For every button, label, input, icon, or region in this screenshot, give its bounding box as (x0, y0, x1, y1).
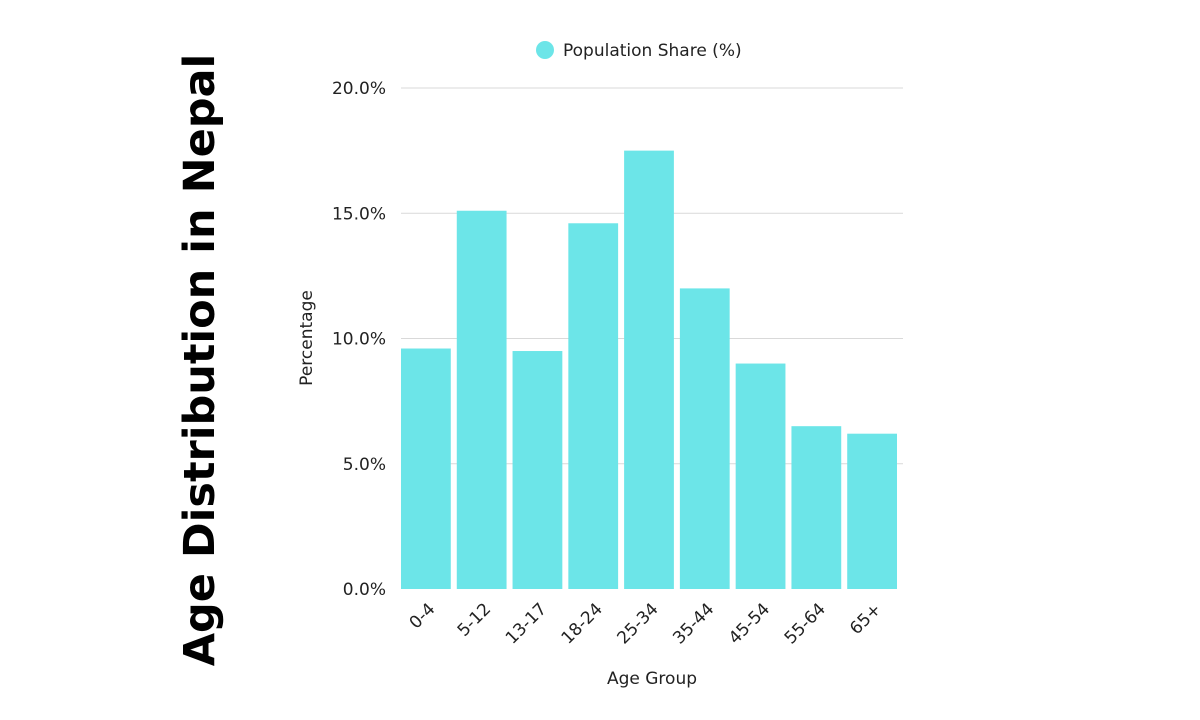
x-tick-label: 13-17 (502, 599, 551, 648)
x-tick-label: 0-4 (406, 599, 440, 633)
bar-65+ (847, 433, 897, 589)
x-axis-ticks: 0-4 5-12 13-17 18-24 25-34 35-44 45-54 55-64 65+ (406, 599, 886, 648)
legend-marker (536, 41, 554, 59)
bar-25-34 (624, 150, 674, 589)
x-tick-label: 45-54 (725, 599, 774, 648)
y-tick-label: 5.0% (343, 455, 386, 475)
chart-title: Age Distribution in Nepal (175, 54, 225, 667)
bar-0-4 (401, 348, 451, 589)
bar-18-24 (568, 223, 619, 589)
y-tick-label: 20.0% (332, 79, 386, 99)
bar-55-64 (791, 426, 842, 589)
x-tick-label: 65+ (846, 599, 886, 639)
bar-35-44 (679, 288, 730, 589)
x-tick-label: 55-64 (781, 599, 830, 648)
bar-5-12 (456, 210, 507, 589)
x-tick-label: 5-12 (454, 599, 495, 640)
y-tick-label: 10.0% (332, 330, 386, 350)
legend: Population Share (%) (536, 41, 742, 61)
x-tick-label: 18-24 (558, 599, 607, 648)
y-axis-ticks: 0.0% 5.0% 10.0% 15.0% 20.0% (332, 79, 386, 600)
y-axis-label: Percentage (297, 290, 317, 386)
legend-label: Population Share (%) (563, 41, 742, 61)
x-tick-label: 25-34 (613, 599, 662, 648)
y-tick-label: 15.0% (332, 204, 386, 224)
x-tick-label: 35-44 (669, 599, 718, 648)
y-tick-label: 0.0% (343, 580, 386, 600)
bars (401, 150, 897, 589)
x-axis-label: Age Group (607, 669, 697, 689)
bar-45-54 (735, 363, 786, 589)
bar-13-17 (512, 351, 563, 589)
